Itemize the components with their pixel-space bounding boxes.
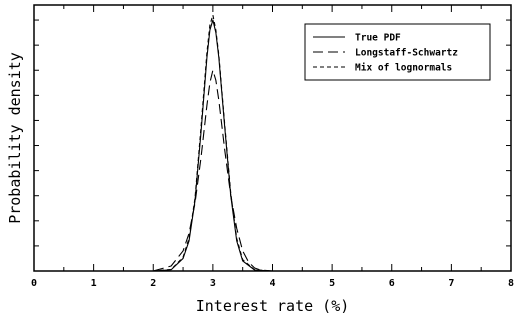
x-tick-label-2: 2: [150, 278, 156, 289]
series-lines: [34, 14, 511, 272]
series-line-0: [34, 19, 511, 272]
series-line-2: [34, 14, 511, 272]
x-tick-label-3: 3: [210, 278, 216, 289]
x-tick-label-1: 1: [91, 278, 97, 289]
x-tick-label-7: 7: [448, 278, 454, 289]
x-tick-label-4: 4: [269, 278, 275, 289]
x-tick-label-0: 0: [31, 278, 37, 289]
tick-marks: [33, 5, 512, 271]
legend-label-2: Mix of lognormals: [355, 63, 452, 74]
series-line-1: [34, 69, 511, 272]
x-axis-label: Interest rate (%): [196, 297, 350, 315]
plot-frame: [33, 4, 512, 272]
x-tick-labels: 0 1 2 3 4 5 6 7 8: [31, 278, 514, 289]
legend-label-0: True PDF: [355, 33, 401, 44]
x-tick-label-5: 5: [329, 278, 335, 289]
legend: True PDF Longstaff-Schwartz Mix of lognorm…: [304, 23, 491, 81]
x-tick-label-8: 8: [508, 278, 514, 289]
x-tick-label-6: 6: [389, 278, 395, 289]
legend-label-1: Longstaff-Schwartz: [355, 48, 458, 59]
y-axis-label: Probability density: [6, 52, 24, 224]
